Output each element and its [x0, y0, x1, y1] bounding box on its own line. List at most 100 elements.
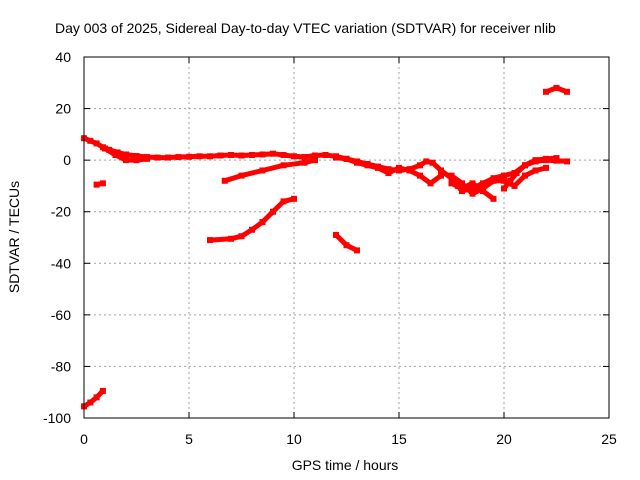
data-point: [532, 157, 539, 164]
data-point: [133, 157, 140, 164]
data-point: [238, 233, 245, 240]
data-point: [249, 226, 255, 233]
data-point: [312, 157, 318, 164]
x-tick-label: 15: [391, 431, 407, 447]
data-point: [221, 177, 228, 184]
x-tick-label: 5: [185, 431, 193, 447]
data-point: [354, 247, 360, 254]
data-point: [333, 154, 339, 161]
data-point: [280, 151, 287, 158]
data-point: [427, 180, 434, 187]
data-point: [448, 172, 455, 179]
x-tick-label: 25: [601, 431, 617, 447]
x-tick-label: 20: [496, 431, 512, 447]
data-point: [280, 162, 287, 169]
data-series: [81, 84, 570, 410]
data-point: [154, 154, 161, 161]
data-point: [333, 231, 339, 238]
series-arc-4: [449, 165, 549, 197]
data-point: [553, 155, 560, 162]
data-point: [322, 151, 329, 158]
series-arc-11: [81, 388, 106, 409]
data-point: [438, 167, 444, 174]
data-point: [507, 177, 514, 184]
x-axis-label: GPS time / hours: [292, 457, 399, 473]
y-tick-label: 40: [55, 49, 71, 65]
data-point: [396, 164, 402, 171]
data-point: [343, 242, 350, 249]
grid-lines: [84, 57, 609, 418]
data-point: [385, 170, 392, 177]
data-point: [207, 237, 213, 244]
data-point: [385, 166, 392, 173]
y-tick-label: 0: [63, 152, 71, 168]
series-arc-7: [222, 157, 318, 184]
data-point: [196, 153, 203, 160]
data-point: [301, 159, 308, 166]
data-point: [448, 180, 455, 187]
data-point: [270, 208, 276, 215]
y-tick-label: -20: [51, 204, 71, 220]
data-point: [228, 235, 234, 242]
data-point: [438, 172, 444, 179]
data-point: [364, 162, 371, 169]
data-point: [99, 387, 106, 394]
data-point: [501, 185, 507, 192]
data-point: [459, 180, 465, 187]
plot-frame: [83, 56, 610, 419]
data-point: [543, 88, 549, 95]
data-point: [87, 399, 94, 406]
data-point: [291, 195, 297, 202]
data-point: [312, 152, 318, 159]
data-point: [249, 151, 255, 158]
data-point: [93, 140, 100, 147]
data-point: [123, 151, 129, 158]
data-point: [501, 177, 507, 184]
data-point: [469, 185, 476, 192]
y-tick-label: -80: [51, 358, 71, 374]
data-point: [532, 167, 539, 174]
data-point: [406, 167, 413, 174]
data-point: [186, 153, 192, 160]
data-point: [238, 172, 245, 179]
data-point: [522, 172, 528, 179]
data-point: [291, 153, 297, 160]
x-tick-label: 0: [80, 431, 88, 447]
data-point: [480, 188, 486, 195]
data-point: [175, 154, 182, 161]
data-point: [543, 155, 549, 162]
data-point: [480, 180, 486, 187]
y-tick-label: 20: [55, 101, 71, 117]
data-point: [343, 155, 350, 162]
data-point: [259, 219, 266, 226]
data-point: [228, 151, 234, 158]
data-point: [280, 198, 287, 205]
data-point: [112, 151, 119, 158]
data-point: [144, 155, 150, 162]
data-point: [133, 153, 140, 160]
y-axis-label: SDTVAR / TECUs: [6, 181, 22, 293]
data-point: [301, 154, 308, 161]
data-point: [354, 159, 360, 166]
data-point: [417, 162, 423, 169]
data-point: [490, 177, 497, 184]
data-point: [511, 182, 518, 189]
data-point: [207, 153, 213, 160]
axis-ticks: 0 5 10 15 20 25 -100 -80 -60 -40 -20 0 20 40: [43, 49, 617, 447]
data-point: [238, 152, 245, 159]
chart-title: Day 003 of 2025, Sidereal Day-to-day VTE…: [55, 20, 556, 36]
y-tick-label: -60: [51, 307, 71, 323]
data-point: [93, 394, 100, 401]
data-point: [423, 158, 430, 165]
data-point: [375, 164, 381, 171]
data-point: [564, 88, 570, 95]
y-tick-label: -40: [51, 255, 71, 271]
data-point: [469, 190, 476, 197]
data-point: [490, 195, 497, 202]
data-point: [217, 152, 224, 159]
data-point: [165, 154, 171, 161]
y-tick-label: -100: [43, 410, 71, 426]
data-point: [87, 137, 94, 144]
data-point: [102, 145, 108, 152]
